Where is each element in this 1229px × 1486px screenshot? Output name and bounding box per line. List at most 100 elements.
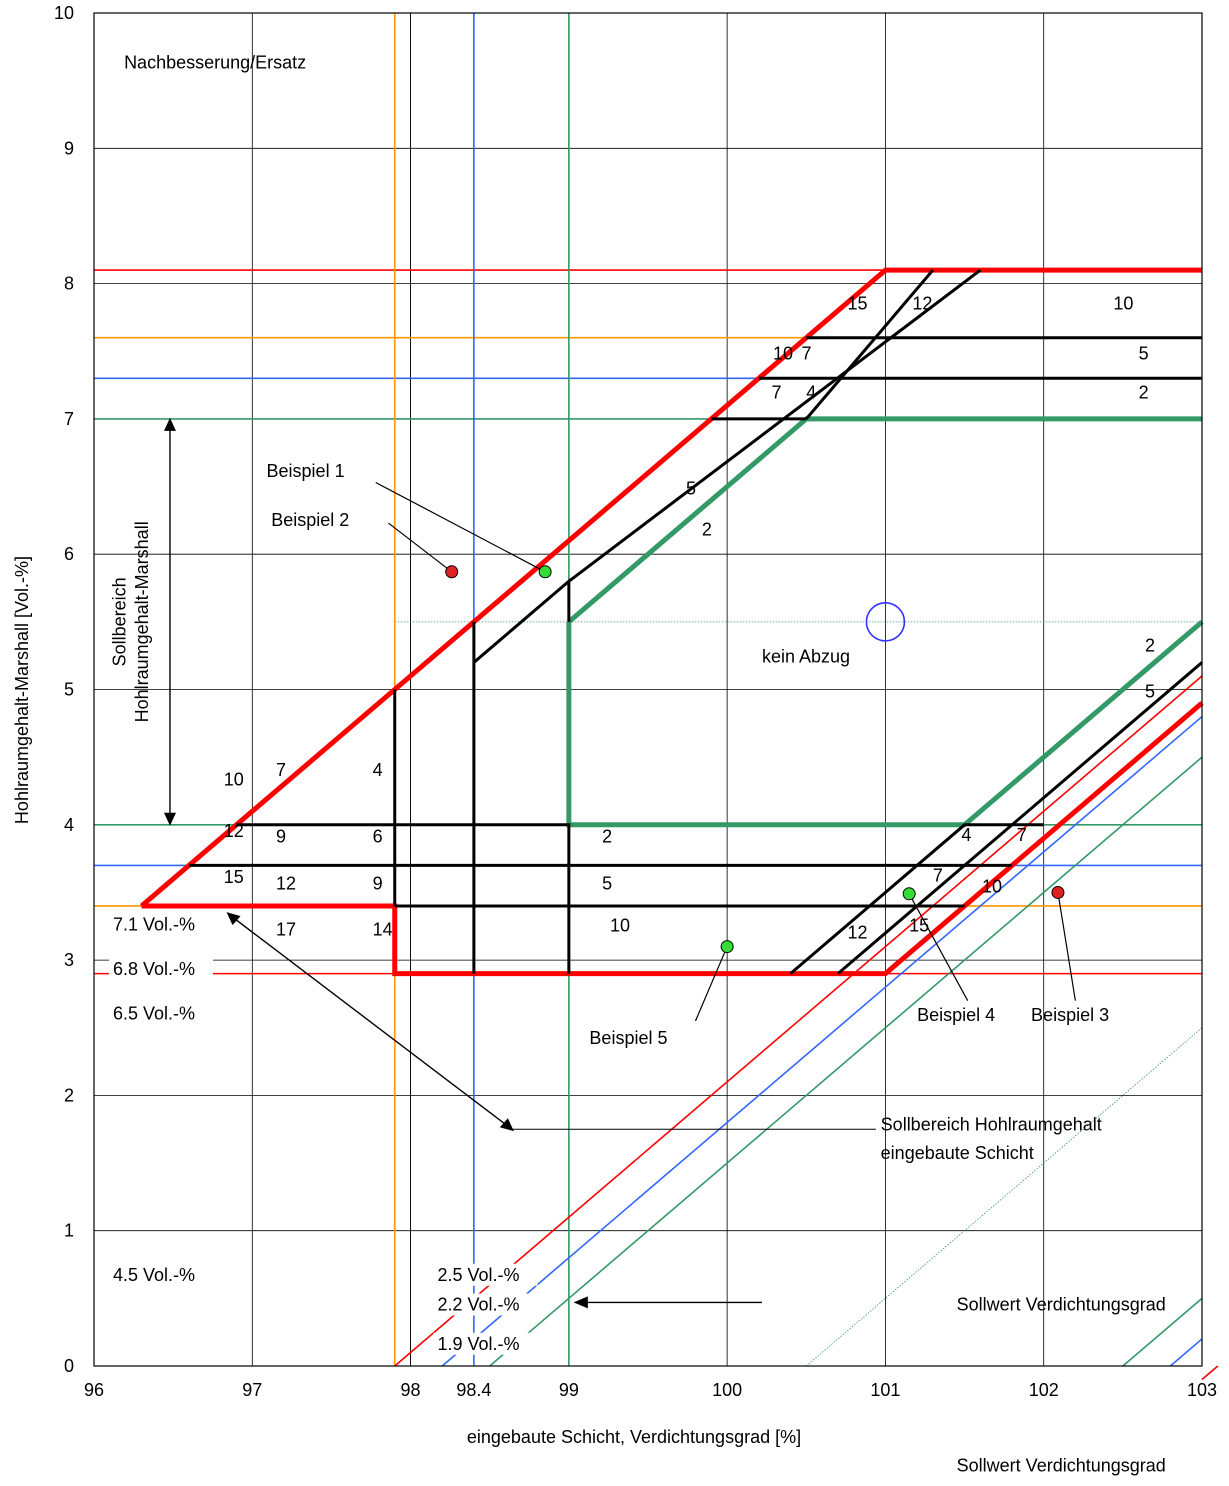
- example-label: Beispiel 1: [267, 461, 345, 481]
- boundary-line: [139, 267, 1202, 908]
- y-tick-label: 4: [64, 815, 74, 835]
- y-tick-label: 2: [64, 1085, 74, 1105]
- diagonal-void-line: [489, 756, 1203, 1367]
- x-tick-label: 96: [84, 1380, 104, 1400]
- deduction-value-label: 12: [224, 821, 244, 841]
- deduction-value-label: 7: [802, 343, 812, 363]
- deduction-value-label: 9: [373, 874, 383, 894]
- example-callout-line: [388, 522, 453, 573]
- deduction-value-label: 2: [1139, 383, 1149, 403]
- deduction-value-label: 15: [847, 293, 867, 313]
- example-label: Beispiel 2: [271, 510, 349, 530]
- deduction-value-label: 4: [961, 825, 971, 845]
- example-label: Beispiel 5: [589, 1028, 667, 1048]
- marshall-range-arrow-head: [163, 812, 176, 826]
- diagonal-line-label: 6.5 Vol.-%: [113, 1004, 195, 1024]
- deduction-value-label: 9: [276, 826, 286, 846]
- x-axis-label: eingebaute Schicht, Verdichtungsgrad [%]: [467, 1427, 801, 1447]
- diagonal-line-label: 2.5 Vol.-%: [437, 1265, 519, 1285]
- sollwert-arrow-head: [573, 1296, 588, 1309]
- deduction-value-label: 5: [686, 479, 696, 499]
- sollbereich-arrow-head: [499, 1118, 514, 1132]
- x-tick-label: 98: [401, 1380, 421, 1400]
- deduction-value-label: 7: [933, 866, 943, 886]
- example-point: [538, 565, 552, 579]
- x-tick-label: 97: [242, 1380, 262, 1400]
- deduction-value-label: 10: [1113, 293, 1133, 313]
- deduction-value-label: 7: [276, 760, 286, 780]
- plot-frame: [93, 12, 1203, 1367]
- deduction-value-label: 17: [276, 920, 296, 940]
- y-tick-label: 3: [64, 950, 74, 970]
- vertical-annotation-line2: Hohlraumgehalt-Marshall: [132, 521, 152, 722]
- diagonal-line-label: 4.5 Vol.-%: [113, 1265, 195, 1285]
- chart-annotation: Sollwert Verdichtungsgrad: [957, 1295, 1166, 1315]
- boundary-line: [566, 619, 1204, 828]
- chart-annotation: Sollbereich Hohlraumgehalt: [881, 1115, 1102, 1135]
- example-label: Beispiel 3: [1031, 1005, 1109, 1025]
- diagonal-line-label: 6.8 Vol.-%: [113, 959, 195, 979]
- example-label: Beispiel 4: [917, 1005, 995, 1025]
- y-axis-label: Hohlraumgehalt-Marshall [Vol.-%]: [12, 556, 32, 824]
- diagonal-label-bg: [433, 1293, 538, 1316]
- deduction-line: [567, 268, 982, 583]
- deduction-line: [789, 823, 1044, 975]
- deduction-value-label: 12: [912, 293, 932, 313]
- diagonal-label-bg: [108, 1002, 213, 1025]
- y-tick-label: 8: [64, 274, 74, 294]
- deduction-value-label: 5: [602, 874, 612, 894]
- example-point: [902, 887, 916, 901]
- diagonal-lines: [394, 675, 1219, 1381]
- deduction-value-label: 15: [224, 867, 244, 887]
- deduction-line: [236, 823, 571, 974]
- deduction-value-label: 5: [1139, 343, 1149, 363]
- boundary-line: [141, 701, 1204, 977]
- deduction-lines: [188, 268, 1203, 975]
- diagonal-line-label: 1.9 Vol.-%: [437, 1334, 519, 1354]
- example-point: [720, 940, 734, 954]
- y-tick-label: 5: [64, 680, 74, 700]
- deduction-value-label: 10: [224, 770, 244, 790]
- diagonal-void-line: [1169, 1338, 1203, 1367]
- diagonal-label-bg: [108, 957, 213, 980]
- deduction-value-label: 12: [276, 874, 296, 894]
- deduction-value-label: 10: [773, 343, 793, 363]
- target-circle: [865, 602, 906, 642]
- chart-annotation: kein Abzug: [762, 646, 850, 666]
- label-layer: 7.1 Vol.-% 6.8 Vol.-% 6.5 Vol.-% 4.5 Vol.-%…: [108, 293, 1155, 1355]
- y-tick-label: 7: [64, 409, 74, 429]
- vertical-annotation-line1: Sollbereich: [110, 577, 130, 666]
- y-tick-label: 1: [64, 1221, 74, 1241]
- gridlines: [94, 13, 1202, 1366]
- deduction-value-label: 2: [602, 826, 612, 846]
- deduction-value-label: 2: [1145, 636, 1155, 656]
- diagonal-line-label: 2.2 Vol.-%: [437, 1295, 519, 1315]
- chart-annotation: eingebaute Schicht: [881, 1143, 1034, 1163]
- deduction-value-label: 7: [771, 383, 781, 403]
- deduction-value-label: 10: [610, 916, 630, 936]
- diagonal-void-line: [806, 1027, 1203, 1367]
- x-tick-label-extra: 98.4: [456, 1380, 491, 1400]
- y-tick-label: 6: [64, 544, 74, 564]
- example-callout-line: [375, 481, 546, 573]
- deduction-value-label: 10: [982, 876, 1002, 896]
- x-tick-label: 103: [1187, 1380, 1217, 1400]
- sollbereich-arrow-line: [228, 913, 513, 1130]
- y-tick-label: 9: [64, 138, 74, 158]
- example-callout-line: [908, 893, 969, 1001]
- diagonal-label-bg: [433, 1332, 538, 1355]
- example-callout-line: [1057, 892, 1076, 1001]
- deduction-line: [836, 661, 1203, 975]
- annotation-layer: Beispiel 1 Beispiel 2 Beispiel 3 Beispiel 4…: [110, 52, 1166, 1475]
- deduction-value-label: 14: [373, 920, 393, 940]
- deduction-value-label: 4: [373, 760, 383, 780]
- deduction-line: [805, 269, 935, 420]
- diagonal-void-line: [1122, 1297, 1203, 1367]
- sollbereich-arrow-head: [226, 912, 241, 926]
- deduction-value-label: 12: [847, 922, 867, 942]
- x-tick-label: 102: [1029, 1380, 1059, 1400]
- chart-annotation: Sollwert Verdichtungsgrad: [957, 1456, 1166, 1476]
- diagonal-line-label: 7.1 Vol.-%: [113, 914, 195, 934]
